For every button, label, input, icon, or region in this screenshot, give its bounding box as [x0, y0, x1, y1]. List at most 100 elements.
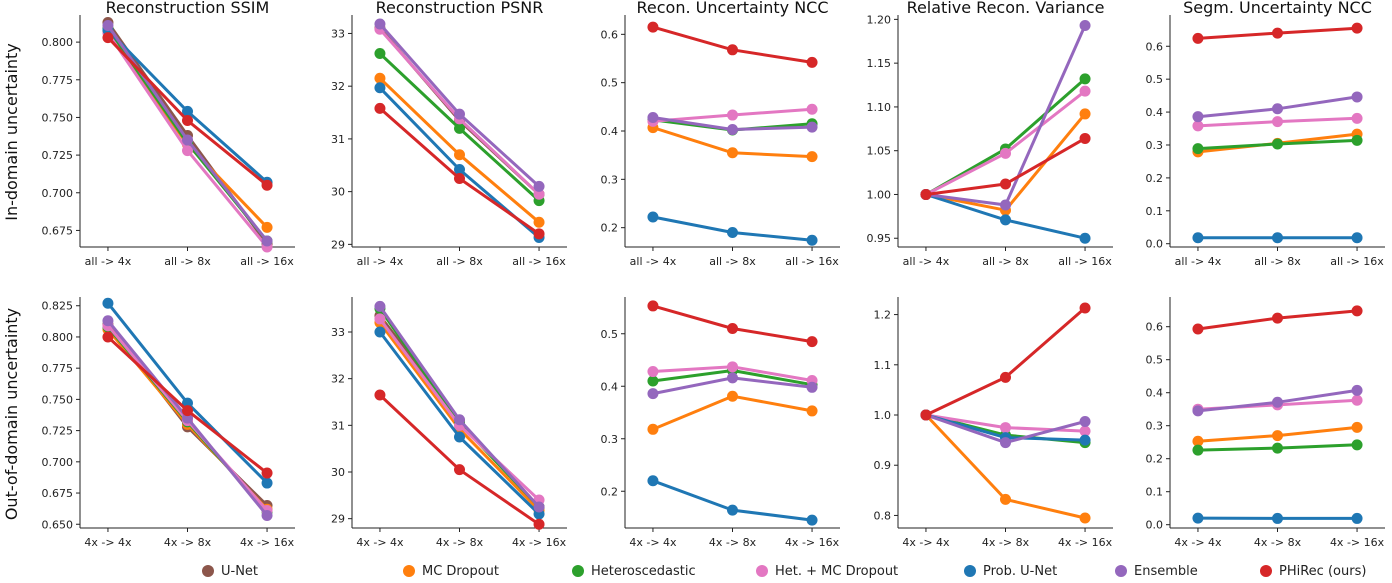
- data-point: [647, 300, 658, 311]
- data-point: [454, 149, 465, 160]
- data-point: [454, 464, 465, 475]
- y-tick-label: 0.800: [42, 36, 74, 49]
- series-prob-u-net: [1192, 513, 1362, 524]
- y-tick-label: 0.800: [42, 331, 74, 344]
- x-tick-label: all -> 8x: [1254, 255, 1301, 268]
- x-tick-label: 4x -> 16x: [512, 536, 567, 549]
- data-point: [1000, 199, 1011, 210]
- data-point: [374, 103, 385, 114]
- legend-label: PHiRec (ours): [1279, 564, 1366, 579]
- legend-marker: [964, 565, 976, 577]
- panel-4: Segm. Uncertainty NCC0.00.10.20.30.40.50…: [1146, 0, 1386, 268]
- data-point: [374, 327, 385, 338]
- legend-marker: [403, 565, 415, 577]
- y-tick-label: 31: [331, 419, 345, 432]
- legend-label: Ensemble: [1134, 564, 1198, 579]
- data-point: [647, 376, 658, 387]
- data-point: [1080, 86, 1091, 97]
- data-point: [647, 475, 658, 486]
- x-tick-label: 4x -> 4x: [902, 536, 950, 549]
- data-point: [727, 110, 738, 121]
- data-point: [1352, 305, 1363, 316]
- data-point: [1080, 416, 1091, 427]
- x-tick-label: all -> 16x: [1058, 255, 1112, 268]
- series-phirec-ours: [920, 303, 1090, 421]
- data-point: [727, 323, 738, 334]
- x-tick-label: all -> 4x: [85, 255, 132, 268]
- legend-marker: [1115, 565, 1127, 577]
- data-point: [1352, 395, 1363, 406]
- y-tick-label: 0.675: [42, 224, 74, 237]
- y-tick-label: 1.0: [874, 409, 892, 422]
- x-tick-label: 4x -> 4x: [629, 536, 677, 549]
- data-point: [1272, 397, 1283, 408]
- series-ensemble: [102, 315, 272, 521]
- data-point: [1000, 148, 1011, 159]
- data-point: [807, 515, 818, 526]
- legend-item-het-mc-dropout: Het. + MC Dropout: [756, 564, 898, 579]
- legend-marker: [202, 565, 214, 577]
- data-point: [647, 388, 658, 399]
- y-tick-label: 0.6: [1146, 321, 1164, 334]
- data-point: [1192, 445, 1203, 456]
- data-point: [1272, 313, 1283, 324]
- y-tick-label: 0.1: [1146, 205, 1164, 218]
- data-point: [1272, 430, 1283, 441]
- x-tick-label: 4x -> 8x: [436, 536, 484, 549]
- y-tick-label: 32: [331, 373, 345, 386]
- legend-item-prob-u-net: Prob. U-Net: [964, 564, 1057, 579]
- y-tick-label: 0.5: [601, 328, 619, 341]
- data-point: [534, 502, 545, 513]
- data-point: [647, 366, 658, 377]
- data-point: [1272, 116, 1283, 127]
- x-tick-label: 4x -> 16x: [240, 536, 295, 549]
- data-point: [102, 331, 113, 342]
- panel-title: Segm. Uncertainty NCC: [1183, 0, 1372, 17]
- data-point: [1192, 111, 1203, 122]
- y-tick-label: 0.0: [1146, 238, 1164, 251]
- series-line: [380, 24, 539, 186]
- panel-title: Recon. Uncertainty NCC: [636, 0, 828, 17]
- series-phirec-ours: [1192, 305, 1362, 334]
- y-tick-label: 1.15: [867, 57, 892, 70]
- y-tick-label: 1.00: [867, 188, 892, 201]
- y-tick-label: 0.2: [1146, 172, 1164, 185]
- series-prob-u-net: [102, 298, 272, 489]
- data-point: [1080, 435, 1091, 446]
- y-tick-label: 0.4: [1146, 387, 1164, 400]
- data-point: [374, 73, 385, 84]
- legend-label: Prob. U-Net: [983, 564, 1057, 579]
- data-point: [262, 478, 273, 489]
- x-tick-label: 4x -> 16x: [1058, 536, 1113, 549]
- row-label-out-of-domain: Out-of-domain uncertainty: [2, 308, 21, 520]
- series-phirec-ours: [647, 300, 817, 347]
- y-tick-label: 0.2: [1146, 453, 1164, 466]
- data-point: [1352, 513, 1363, 524]
- y-tick-label: 31: [331, 133, 345, 146]
- y-tick-label: 0.8: [874, 509, 892, 522]
- data-point: [920, 189, 931, 200]
- series-heteroscedastic: [1192, 439, 1362, 455]
- y-tick-label: 1.10: [867, 101, 892, 114]
- series-prob-u-net: [647, 475, 817, 525]
- data-point: [454, 432, 465, 443]
- legend-label: Het. + MC Dropout: [775, 564, 898, 579]
- data-point: [727, 44, 738, 55]
- x-tick-label: 4x -> 8x: [709, 536, 757, 549]
- data-point: [807, 104, 818, 115]
- x-tick-label: all -> 16x: [512, 255, 566, 268]
- data-point: [727, 147, 738, 158]
- x-tick-label: all -> 8x: [436, 255, 483, 268]
- x-tick-label: all -> 16x: [1330, 255, 1384, 268]
- data-point: [1000, 422, 1011, 433]
- data-point: [1272, 513, 1283, 524]
- data-point: [727, 361, 738, 372]
- data-point: [102, 298, 113, 309]
- data-point: [1192, 33, 1203, 44]
- series-line: [926, 79, 1085, 195]
- data-point: [1272, 28, 1283, 39]
- data-point: [647, 112, 658, 123]
